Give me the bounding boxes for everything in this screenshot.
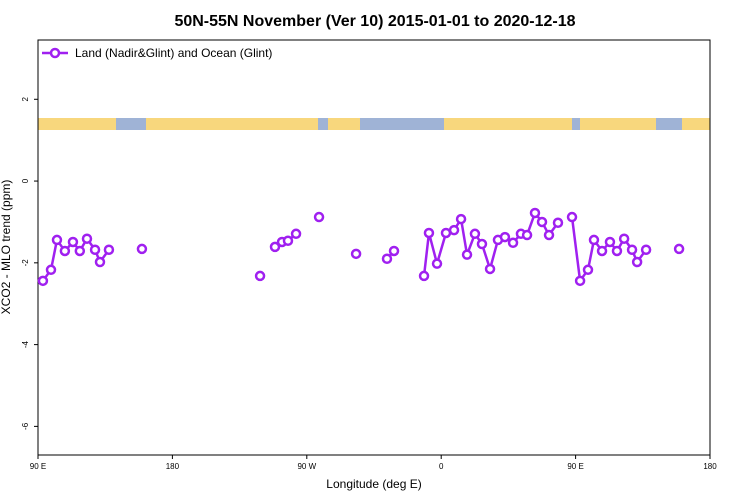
point (81, 233, 93, 244)
point (626, 244, 638, 255)
point (269, 241, 281, 253)
point (440, 227, 452, 239)
legend: Land (Nadir&Glint) and Ocean (Glint) (42, 46, 272, 60)
x-tick-label: 0 (439, 462, 444, 471)
point (507, 237, 519, 249)
point (596, 245, 608, 257)
point (631, 256, 643, 268)
legend-marker (49, 47, 61, 59)
point (529, 207, 541, 219)
legend-label: Land (Nadir&Glint) and Ocean (Glint) (75, 46, 272, 60)
point (566, 211, 578, 223)
point (136, 243, 148, 255)
point (484, 263, 496, 275)
point (499, 231, 511, 243)
point (282, 235, 294, 247)
point (59, 245, 71, 257)
point (536, 216, 548, 228)
point (476, 238, 488, 250)
point (469, 228, 481, 240)
point (67, 236, 79, 248)
point (673, 243, 685, 255)
point (582, 264, 594, 276)
point (74, 245, 86, 257)
point (574, 275, 586, 287)
point (588, 234, 600, 246)
x-tick-label: 90 E (567, 462, 583, 471)
point (51, 234, 63, 246)
point (350, 248, 362, 260)
y-tick-label: -6 (21, 422, 30, 430)
plot-frame (37, 39, 711, 456)
x-tick-label: 180 (166, 462, 180, 471)
point (455, 213, 467, 225)
chart-title: 50N-55N November (Ver 10) 2015-01-01 to … (174, 13, 575, 30)
point (604, 236, 616, 248)
y-axis-label: XCO2 - MLO trend (ppm) (0, 180, 13, 315)
y-tick-label: 0 (21, 178, 30, 183)
point (423, 227, 435, 239)
y-tick-label: 2 (21, 97, 30, 102)
point (611, 245, 623, 257)
point (640, 244, 652, 255)
point (461, 249, 473, 260)
point (45, 264, 57, 276)
x-tick-label: 90 E (30, 462, 46, 471)
point (381, 253, 393, 264)
point (313, 211, 325, 223)
point (448, 224, 460, 236)
point (418, 270, 430, 282)
point (89, 244, 101, 255)
point (290, 228, 302, 240)
land-ocean-strip (38, 118, 710, 130)
point (431, 258, 443, 269)
point (388, 245, 400, 257)
y-tick-label: -4 (21, 341, 30, 349)
point (103, 244, 115, 255)
x-tick-label: 90 W (297, 462, 316, 471)
x-tick-label: 180 (703, 462, 717, 471)
x-axis-label: Longitude (deg E) (326, 477, 421, 491)
point (618, 233, 630, 244)
point (37, 275, 49, 287)
point (254, 270, 266, 282)
point (543, 229, 555, 241)
point (94, 256, 106, 268)
point (552, 217, 564, 229)
point (521, 229, 533, 241)
y-tick-label: -2 (21, 259, 30, 267)
